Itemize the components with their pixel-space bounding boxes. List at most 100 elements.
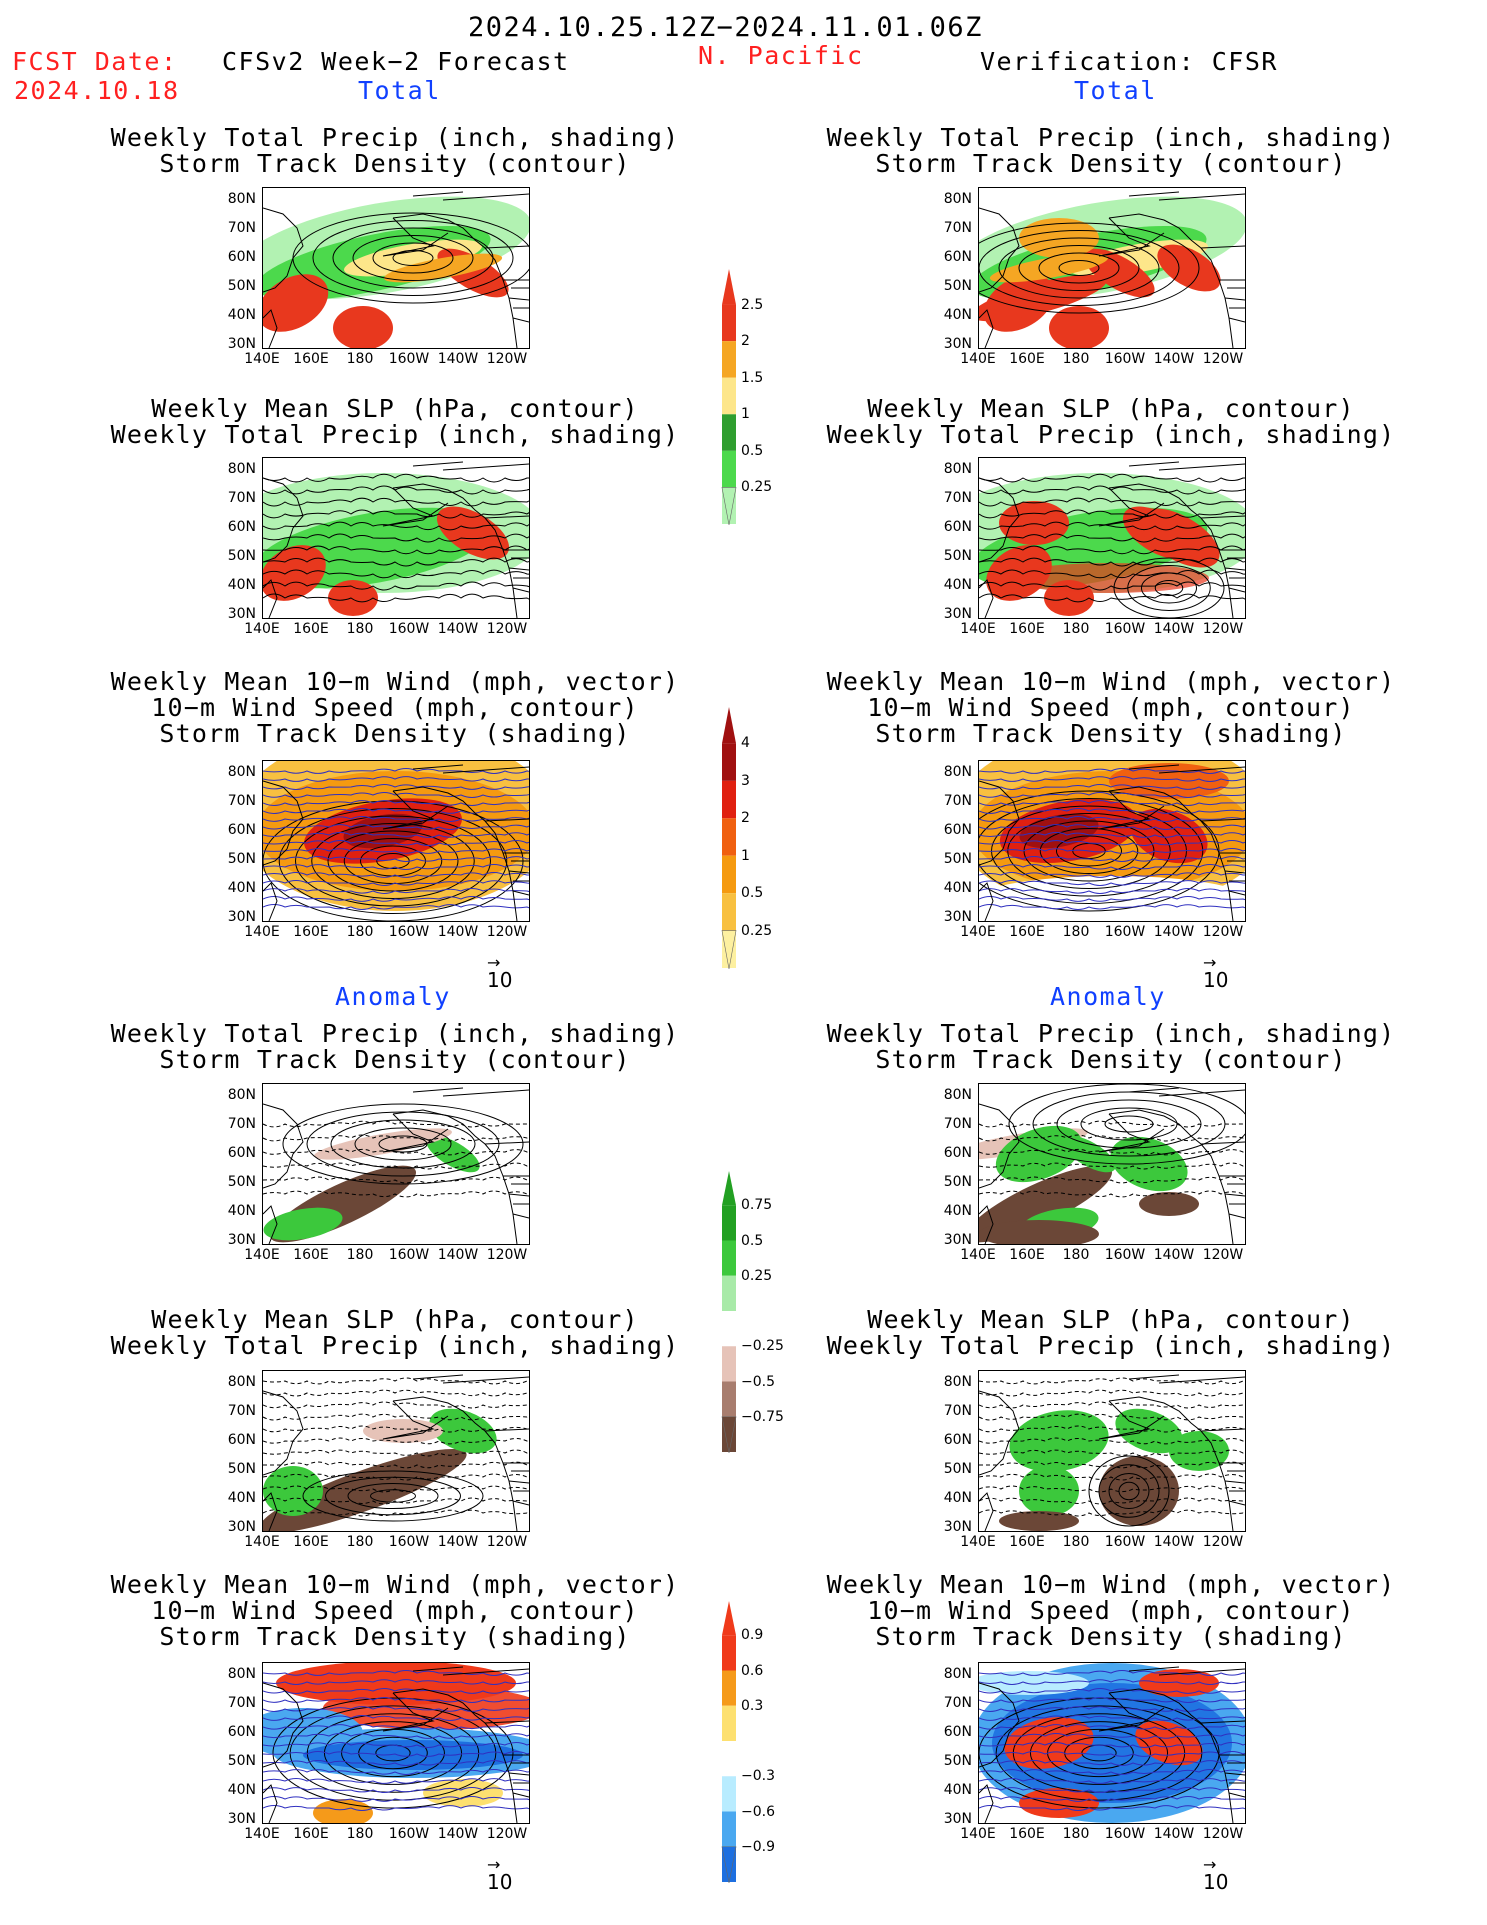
lon-tick-label: 140W (437, 1247, 479, 1263)
lat-tick-label: 70N (943, 490, 972, 506)
date-range-title: 2024.10.25.12Z−2024.11.01.06Z (468, 12, 983, 43)
fcst-date-label: FCST Date: (12, 47, 178, 76)
lon-tick-label: 160E (1009, 924, 1045, 940)
lat-tick-label: 50N (943, 851, 972, 867)
panel-title-line: Storm Track Density (contour) (159, 149, 631, 178)
colorbar-label: 1 (741, 406, 750, 423)
map-panel-pp_anom-left (262, 1083, 530, 1245)
panel-title-line: Weekly Total Precip (inch, shading) (110, 123, 680, 152)
colorbar-label: 0.5 (741, 885, 764, 902)
lon-tick-label: 160W (1104, 924, 1146, 940)
map-panel-pp_total-left (262, 187, 530, 349)
lat-tick-label: 40N (227, 1490, 256, 1506)
map-graphic (263, 461, 529, 618)
colorbar-label: 2.5 (741, 296, 764, 313)
lat-tick-label: 30N (943, 1519, 972, 1535)
lat-tick-label: 70N (227, 220, 256, 236)
lon-tick-label: 160W (388, 621, 430, 637)
lat-tick-label: 40N (943, 1782, 972, 1798)
lat-tick-label: 70N (227, 1403, 256, 1419)
lat-tick-label: 70N (227, 490, 256, 506)
lon-tick-label: 140W (1153, 1534, 1195, 1550)
panel-title-line: 10−m Wind Speed (mph, contour) (867, 1596, 1355, 1625)
lon-tick-label: 180 (1062, 1247, 1090, 1263)
lon-tick-label: 160W (1104, 351, 1146, 367)
lat-tick-label: 80N (943, 1374, 972, 1390)
lon-tick-label: 140E (244, 621, 280, 637)
lon-tick-label: 160E (293, 1826, 329, 1842)
lat-tick-label: 80N (943, 764, 972, 780)
lat-tick-label: 50N (227, 1461, 256, 1477)
lat-tick-label: 70N (943, 1403, 972, 1419)
lat-tick-label: 30N (943, 1811, 972, 1827)
lon-tick-label: 180 (1062, 924, 1090, 940)
panel-title-line: Weekly Mean 10−m Wind (mph, vector) (826, 1570, 1396, 1599)
lat-tick-label: 30N (227, 909, 256, 925)
colorbar-label: 1 (741, 847, 750, 864)
panel-title-line: Storm Track Density (shading) (159, 719, 631, 748)
lat-tick-label: 40N (943, 1203, 972, 1219)
lat-tick-label: 50N (943, 1174, 972, 1190)
panel-title-line: 10−m Wind Speed (mph, contour) (151, 693, 639, 722)
lat-tick-label: 70N (943, 793, 972, 809)
map-panel-pp_total-right (978, 187, 1246, 349)
map-panel-slp_anom-right (978, 1370, 1246, 1532)
lat-tick-label: 40N (227, 880, 256, 896)
colorbar-label: 1.5 (741, 369, 764, 386)
colorbar-label: 2 (741, 810, 750, 827)
lon-tick-label: 160E (293, 924, 329, 940)
lat-tick-label: 40N (943, 880, 972, 896)
lat-tick-label: 80N (943, 461, 972, 477)
map-panel-wind_anom-left (262, 1662, 530, 1824)
lon-tick-label: 120W (1202, 1534, 1244, 1550)
colorbar-total_precip (721, 269, 737, 526)
lon-tick-label: 140W (1153, 351, 1195, 367)
lon-tick-label: 160W (388, 1247, 430, 1263)
panel-title-line: Weekly Total Precip (inch, shading) (826, 1331, 1396, 1360)
lat-tick-label: 50N (943, 278, 972, 294)
map-panel-slp_total-right (978, 457, 1246, 619)
lon-tick-label: 160W (388, 1534, 430, 1550)
lat-tick-label: 80N (227, 764, 256, 780)
lon-tick-label: 140W (437, 351, 479, 367)
map-graphic (263, 1087, 529, 1244)
colorbar-label: −0.5 (741, 1373, 775, 1390)
lon-tick-label: 160E (293, 1534, 329, 1550)
lat-tick-label: 40N (227, 307, 256, 323)
lat-tick-label: 60N (227, 249, 256, 265)
lon-tick-label: 140E (244, 924, 280, 940)
lat-tick-label: 40N (227, 577, 256, 593)
colorbar-label: 0.9 (741, 1627, 764, 1644)
map-graphic (263, 1374, 529, 1531)
lon-tick-label: 140E (960, 924, 996, 940)
lat-tick-label: 50N (227, 278, 256, 294)
region-title: N. Pacific (698, 41, 864, 70)
colorbar-anom_storm (721, 1601, 737, 1884)
lat-tick-label: 80N (943, 1666, 972, 1682)
lon-tick-label: 160W (1104, 1247, 1146, 1263)
colorbar-label: 4 (741, 735, 750, 752)
lon-tick-label: 140E (960, 1826, 996, 1842)
colorbar-label: −0.25 (741, 1338, 784, 1355)
lon-tick-label: 160E (293, 621, 329, 637)
colorbar-label: −0.3 (741, 1768, 775, 1785)
lon-tick-label: 120W (1202, 1247, 1244, 1263)
lon-tick-label: 180 (346, 351, 374, 367)
lat-tick-label: 80N (227, 1374, 256, 1390)
panel-title-line: Storm Track Density (contour) (875, 149, 1347, 178)
lon-tick-label: 120W (486, 1247, 528, 1263)
vector-reference-arrow: → 10 (487, 953, 513, 993)
map-panel-wind_total-left (262, 760, 530, 922)
lon-tick-label: 140W (1153, 621, 1195, 637)
map-graphic (979, 461, 1245, 618)
lon-tick-label: 140W (437, 621, 479, 637)
lat-tick-label: 30N (943, 909, 972, 925)
vector-reference-label: 10 (487, 968, 513, 992)
panel-title-line: Weekly Mean 10−m Wind (mph, vector) (826, 667, 1396, 696)
lon-tick-label: 140E (960, 621, 996, 637)
panel-title-line: Storm Track Density (shading) (159, 1622, 631, 1651)
lat-tick-label: 70N (227, 1116, 256, 1132)
lat-tick-label: 60N (943, 1432, 972, 1448)
lat-tick-label: 60N (943, 519, 972, 535)
panel-title-line: Weekly Total Precip (inch, shading) (110, 1019, 680, 1048)
